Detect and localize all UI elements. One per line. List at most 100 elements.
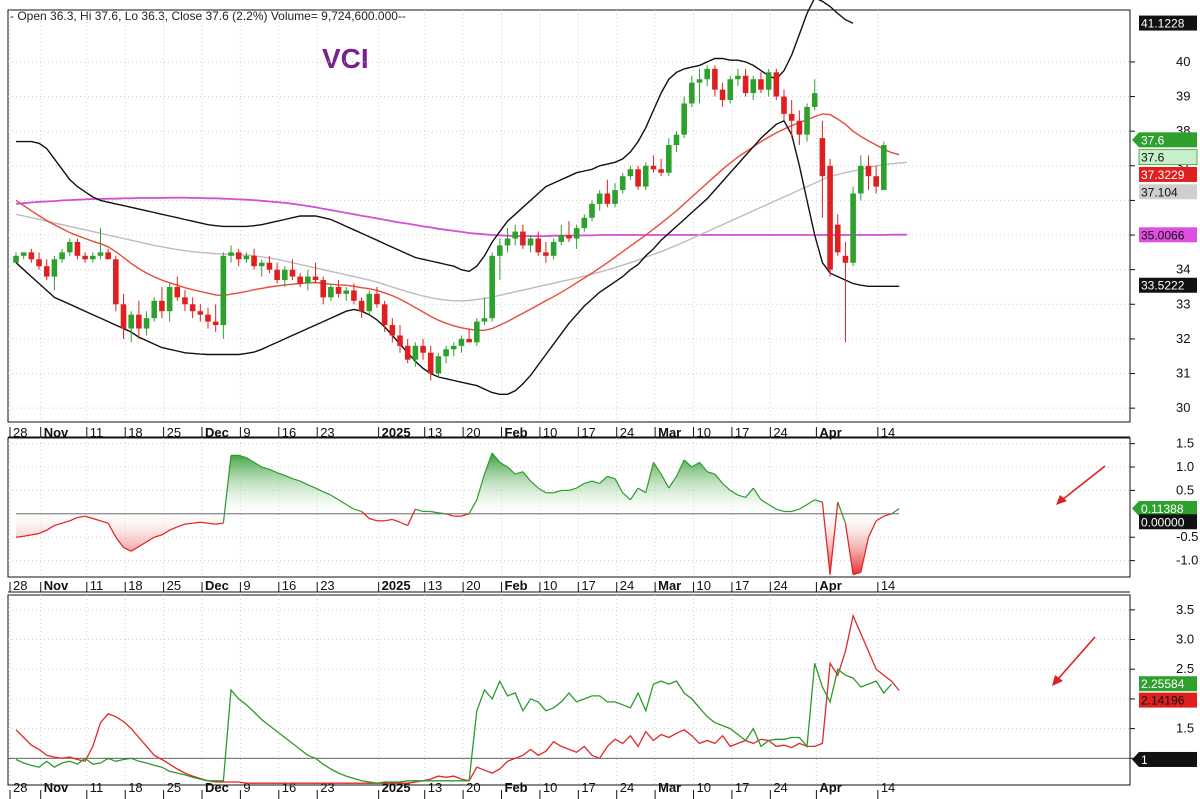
candle-up bbox=[573, 228, 580, 239]
price-tag-box bbox=[1139, 166, 1197, 182]
candle-down bbox=[266, 262, 273, 270]
price-tag-box bbox=[1139, 227, 1197, 243]
candle-down bbox=[358, 300, 365, 312]
candle-up bbox=[696, 79, 703, 83]
oscillator-segment bbox=[768, 503, 777, 510]
price-tag-label: 37.6 bbox=[1141, 133, 1165, 147]
oscillator-segment bbox=[737, 494, 746, 499]
oscillator-segment bbox=[515, 471, 524, 475]
y-tick-label: 34 bbox=[1176, 262, 1190, 277]
oscillator-segment bbox=[54, 522, 63, 527]
candle-up bbox=[282, 269, 288, 281]
area-negative bbox=[16, 513, 900, 575]
oscillator-segment bbox=[645, 462, 655, 493]
series-band bbox=[15, 119, 900, 395]
price-tag-box bbox=[1139, 277, 1197, 293]
x-tick-label: Nov bbox=[44, 780, 69, 795]
price-tag: 37.104 bbox=[1139, 184, 1197, 200]
candle-down bbox=[781, 96, 787, 114]
x-tick-label: 2025 bbox=[382, 578, 411, 593]
oscillator-segment bbox=[522, 471, 532, 482]
candle-up bbox=[596, 193, 603, 204]
oscillator-segment bbox=[169, 526, 178, 531]
candle-down bbox=[520, 231, 526, 246]
oscillator-segment bbox=[115, 536, 125, 548]
candle-up bbox=[474, 321, 480, 343]
price-tag-label: 35.0066 bbox=[1141, 228, 1185, 242]
y-tick-label: 31 bbox=[1176, 366, 1190, 381]
pane-2: -1.0 -0.5 0.5 1.0 1.5 28 Nov 11 18 25 Dec 9 16 23 2025… bbox=[7, 436, 1198, 593]
candle-down bbox=[773, 72, 780, 97]
price-tag-label: 33.5222 bbox=[1141, 279, 1185, 293]
pane-frame bbox=[7, 594, 1131, 786]
x-tick-label: 9 bbox=[243, 578, 250, 593]
candle-down bbox=[819, 138, 826, 177]
oscillator-segment bbox=[553, 489, 562, 494]
candle-down bbox=[312, 276, 319, 281]
candle-down bbox=[427, 352, 434, 374]
price-tag-label: 1 bbox=[1141, 753, 1148, 767]
candle-down bbox=[712, 68, 718, 90]
candle-up bbox=[166, 286, 173, 312]
candle-down bbox=[604, 193, 611, 204]
y-tick-label: 0.5 bbox=[1176, 482, 1194, 497]
candle-down bbox=[742, 75, 749, 94]
x-tick-label: 20 bbox=[466, 780, 480, 795]
series-green bbox=[15, 663, 892, 784]
x-tick-label: Mar bbox=[658, 780, 681, 795]
candle-up bbox=[681, 103, 687, 135]
candle-down bbox=[43, 266, 50, 277]
candle-up bbox=[366, 293, 373, 312]
candle-up bbox=[305, 276, 311, 284]
price-tag-pointer bbox=[1132, 751, 1139, 767]
candle-up bbox=[13, 255, 19, 263]
oscillator-segment bbox=[23, 534, 32, 537]
candle-up bbox=[90, 255, 96, 260]
candle-down bbox=[197, 311, 204, 315]
oscillator-segment bbox=[629, 487, 639, 501]
oscillator-segment bbox=[875, 515, 885, 522]
x-tick-label: 16 bbox=[282, 425, 296, 440]
price-tag: 37.6 bbox=[1132, 132, 1197, 148]
x-tick-label: Apr bbox=[819, 425, 841, 440]
x-tick-label: 28 bbox=[13, 425, 27, 440]
oscillator-segment bbox=[399, 521, 408, 527]
candle-down bbox=[420, 345, 426, 353]
x-tick-label: 13 bbox=[428, 425, 442, 440]
price-tag: 37.6 bbox=[1138, 149, 1198, 166]
candle-up bbox=[750, 79, 757, 94]
y-tick-label: 1.0 bbox=[1176, 459, 1194, 474]
candle-up bbox=[343, 290, 350, 294]
x-tick-label: Nov bbox=[44, 425, 69, 440]
oscillator-segment bbox=[146, 536, 155, 543]
oscillator-segment bbox=[430, 510, 439, 514]
oscillator-segment bbox=[154, 534, 163, 538]
x-tick-label: 18 bbox=[128, 425, 142, 440]
oscillator-segment bbox=[530, 480, 539, 489]
price-tag-label: 37.6 bbox=[1141, 151, 1165, 165]
price-tag: 41.1228 bbox=[1139, 15, 1197, 31]
oscillator-segment bbox=[130, 546, 140, 552]
candle-down bbox=[212, 321, 219, 326]
candle-down bbox=[543, 252, 549, 256]
x-tick-label: 24 bbox=[773, 578, 787, 593]
oscillator-segment bbox=[837, 501, 847, 524]
series-band bbox=[16, 0, 854, 273]
x-tick-label: Dec bbox=[205, 425, 229, 440]
candle-up bbox=[619, 176, 626, 191]
candle-up bbox=[612, 190, 618, 204]
candle-up bbox=[443, 349, 449, 357]
oscillator-segment bbox=[752, 487, 762, 501]
candle-up bbox=[881, 145, 887, 191]
y-tick-label: 2.5 bbox=[1176, 661, 1194, 676]
series-ma_long bbox=[15, 196, 907, 237]
oscillator-segment bbox=[238, 454, 247, 459]
x-tick-label: Dec bbox=[205, 578, 229, 593]
x-tick-label: 16 bbox=[282, 780, 296, 795]
candle-up bbox=[228, 252, 234, 256]
candle-down bbox=[758, 79, 764, 90]
